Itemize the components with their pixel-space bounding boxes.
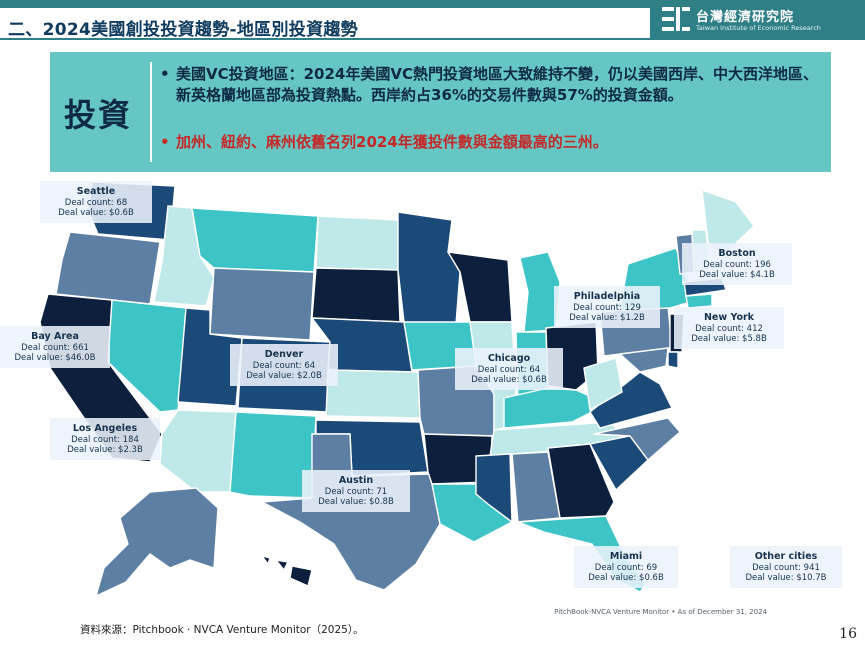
callout-deal-value: Deal value: $0.6B bbox=[58, 208, 134, 218]
callout-deal-value: Deal value: $4.1B bbox=[699, 270, 775, 280]
bullet-dot: • bbox=[160, 65, 170, 83]
summary-bullet-2-text: 加州、紐約、麻州依舊名列2024年獲投件數與金額最高的三州。 bbox=[176, 133, 608, 151]
callout-deal-count: Deal count: 661 bbox=[21, 343, 89, 353]
summary-divider bbox=[150, 62, 152, 162]
callout-deal-count: Deal count: 196 bbox=[703, 260, 771, 270]
state-south-dakota bbox=[311, 267, 401, 323]
callout-deal-count: Deal count: 64 bbox=[252, 361, 316, 371]
callout-deal-count: Deal count: 941 bbox=[752, 563, 820, 573]
summary-bullet-1: • 美國VC投資地區：2024年美國VC熱門投資地區大致維持不變，仍以美國西岸、… bbox=[160, 64, 820, 106]
callout-new-york: New York Deal count: 412 Deal value: $5.… bbox=[674, 307, 784, 349]
callout-city-name: Boston bbox=[718, 248, 756, 259]
state-north-carolina bbox=[593, 417, 681, 461]
title-bar: 二、2024美國創投投資趨勢-地區別投資趨勢 bbox=[0, 8, 865, 40]
callout-deal-value: Deal value: $0.8B bbox=[318, 497, 394, 507]
callout-deal-count: Deal count: 64 bbox=[477, 365, 541, 375]
summary-bullet-2: • 加州、紐約、麻州依舊名列2024年獲投件數與金額最高的三州。 bbox=[160, 132, 820, 153]
callout-deal-value: Deal value: $0.6B bbox=[471, 375, 547, 385]
state-delaware bbox=[667, 351, 679, 369]
state-north-dakota bbox=[315, 215, 399, 271]
callout-other-cities: Other cities Deal count: 941 Deal value:… bbox=[730, 546, 842, 588]
callout-deal-count: Deal count: 68 bbox=[64, 198, 128, 208]
callout-boston: Boston Deal count: 196 Deal value: $4.1B bbox=[682, 243, 792, 285]
state-mississippi bbox=[475, 453, 513, 523]
callout-deal-count: Deal count: 184 bbox=[71, 435, 139, 445]
logo: 台灣經濟研究院 Taiwan Institute of Economic Res… bbox=[650, 0, 865, 40]
state-maryland bbox=[619, 347, 669, 373]
summary-label: 投資 bbox=[64, 96, 133, 134]
callout-seattle: Seattle Deal count: 68 Deal value: $0.6B bbox=[40, 181, 152, 223]
state-virginia bbox=[589, 371, 673, 429]
summary-bullet-1-text: 美國VC投資地區：2024年美國VC熱門投資地區大致維持不變，仍以美國西岸、中大… bbox=[176, 65, 818, 104]
callout-deal-value: Deal value: $1.2B bbox=[569, 313, 645, 323]
callout-deal-value: Deal value: $0.6B bbox=[588, 573, 664, 583]
callout-denver: Denver Deal count: 64 Deal value: $2.0B bbox=[230, 344, 338, 386]
state-connecticut bbox=[685, 293, 713, 309]
callout-deal-count: Deal count: 129 bbox=[573, 303, 641, 313]
callout-chicago: Chicago Deal count: 64 Deal value: $0.6B bbox=[455, 348, 563, 390]
callout-deal-value: Deal value: $46.0B bbox=[14, 353, 96, 363]
state-georgia bbox=[547, 443, 615, 519]
callout-bay-area: Bay Area Deal count: 661 Deal value: $46… bbox=[0, 326, 110, 368]
callout-deal-value: Deal value: $2.3B bbox=[67, 445, 143, 455]
callout-city-name: Chicago bbox=[487, 353, 531, 364]
callout-austin: Austin Deal count: 71 Deal value: $0.8B bbox=[302, 470, 410, 512]
callout-deal-count: Deal count: 412 bbox=[695, 324, 763, 334]
state-minnesota bbox=[397, 211, 461, 325]
footnote-source: 資料來源：Pitchbook · NVCA Venture Monitor（20… bbox=[80, 624, 364, 636]
state-maine bbox=[701, 189, 755, 257]
callout-deal-count: Deal count: 71 bbox=[324, 487, 388, 497]
callout-deal-value: Deal value: $10.7B bbox=[745, 573, 827, 583]
callout-city-name: Philadelphia bbox=[573, 291, 641, 302]
state-new-mexico bbox=[229, 411, 317, 499]
map-source-note: PitchBook-NVCA Venture Monitor • As of D… bbox=[554, 608, 767, 616]
callout-city-name: Bay Area bbox=[31, 331, 79, 342]
callout-miami: Miami Deal count: 69 Deal value: $0.6B bbox=[574, 546, 678, 588]
tier-logo-icon bbox=[662, 7, 690, 31]
callout-city-name: Austin bbox=[338, 475, 374, 486]
state-arizona bbox=[159, 409, 237, 493]
top-accent-strip bbox=[0, 0, 865, 8]
callout-deal-value: Deal value: $5.8B bbox=[691, 334, 767, 344]
state-kansas bbox=[325, 369, 421, 419]
state-wyoming bbox=[209, 267, 315, 341]
state-hawaii bbox=[261, 555, 313, 587]
state-alaska bbox=[95, 487, 219, 597]
logo-english-name: Taiwan Institute of Economic Research bbox=[696, 24, 821, 32]
callout-city-name: Miami bbox=[609, 551, 643, 562]
state-oregon bbox=[55, 231, 161, 305]
callout-deal-count: Deal count: 69 bbox=[594, 563, 658, 573]
callout-city-name: New York bbox=[703, 312, 754, 323]
callout-city-name: Denver bbox=[264, 349, 304, 360]
callout-philadelphia: Philadelphia Deal count: 129 Deal value:… bbox=[554, 286, 660, 328]
page-title: 二、2024美國創投投資趨勢-地區別投資趨勢 bbox=[8, 20, 358, 40]
callout-city-name: Los Angeles bbox=[72, 423, 138, 434]
page-number: 16 bbox=[839, 626, 857, 642]
callout-los-angeles: Los Angeles Deal count: 184 Deal value: … bbox=[50, 418, 160, 460]
state-arkansas bbox=[423, 433, 493, 485]
logo-chinese-name: 台灣經濟研究院 bbox=[696, 10, 795, 25]
summary-box: 投資 • 美國VC投資地區：2024年美國VC熱門投資地區大致維持不變，仍以美國… bbox=[50, 52, 831, 172]
callout-deal-value: Deal value: $2.0B bbox=[246, 371, 322, 381]
state-montana bbox=[191, 207, 319, 273]
callout-city-name: Seattle bbox=[76, 186, 116, 197]
bullet-dot: • bbox=[160, 133, 170, 151]
state-west-virginia bbox=[583, 357, 623, 411]
callout-city-name: Other cities bbox=[754, 551, 818, 562]
